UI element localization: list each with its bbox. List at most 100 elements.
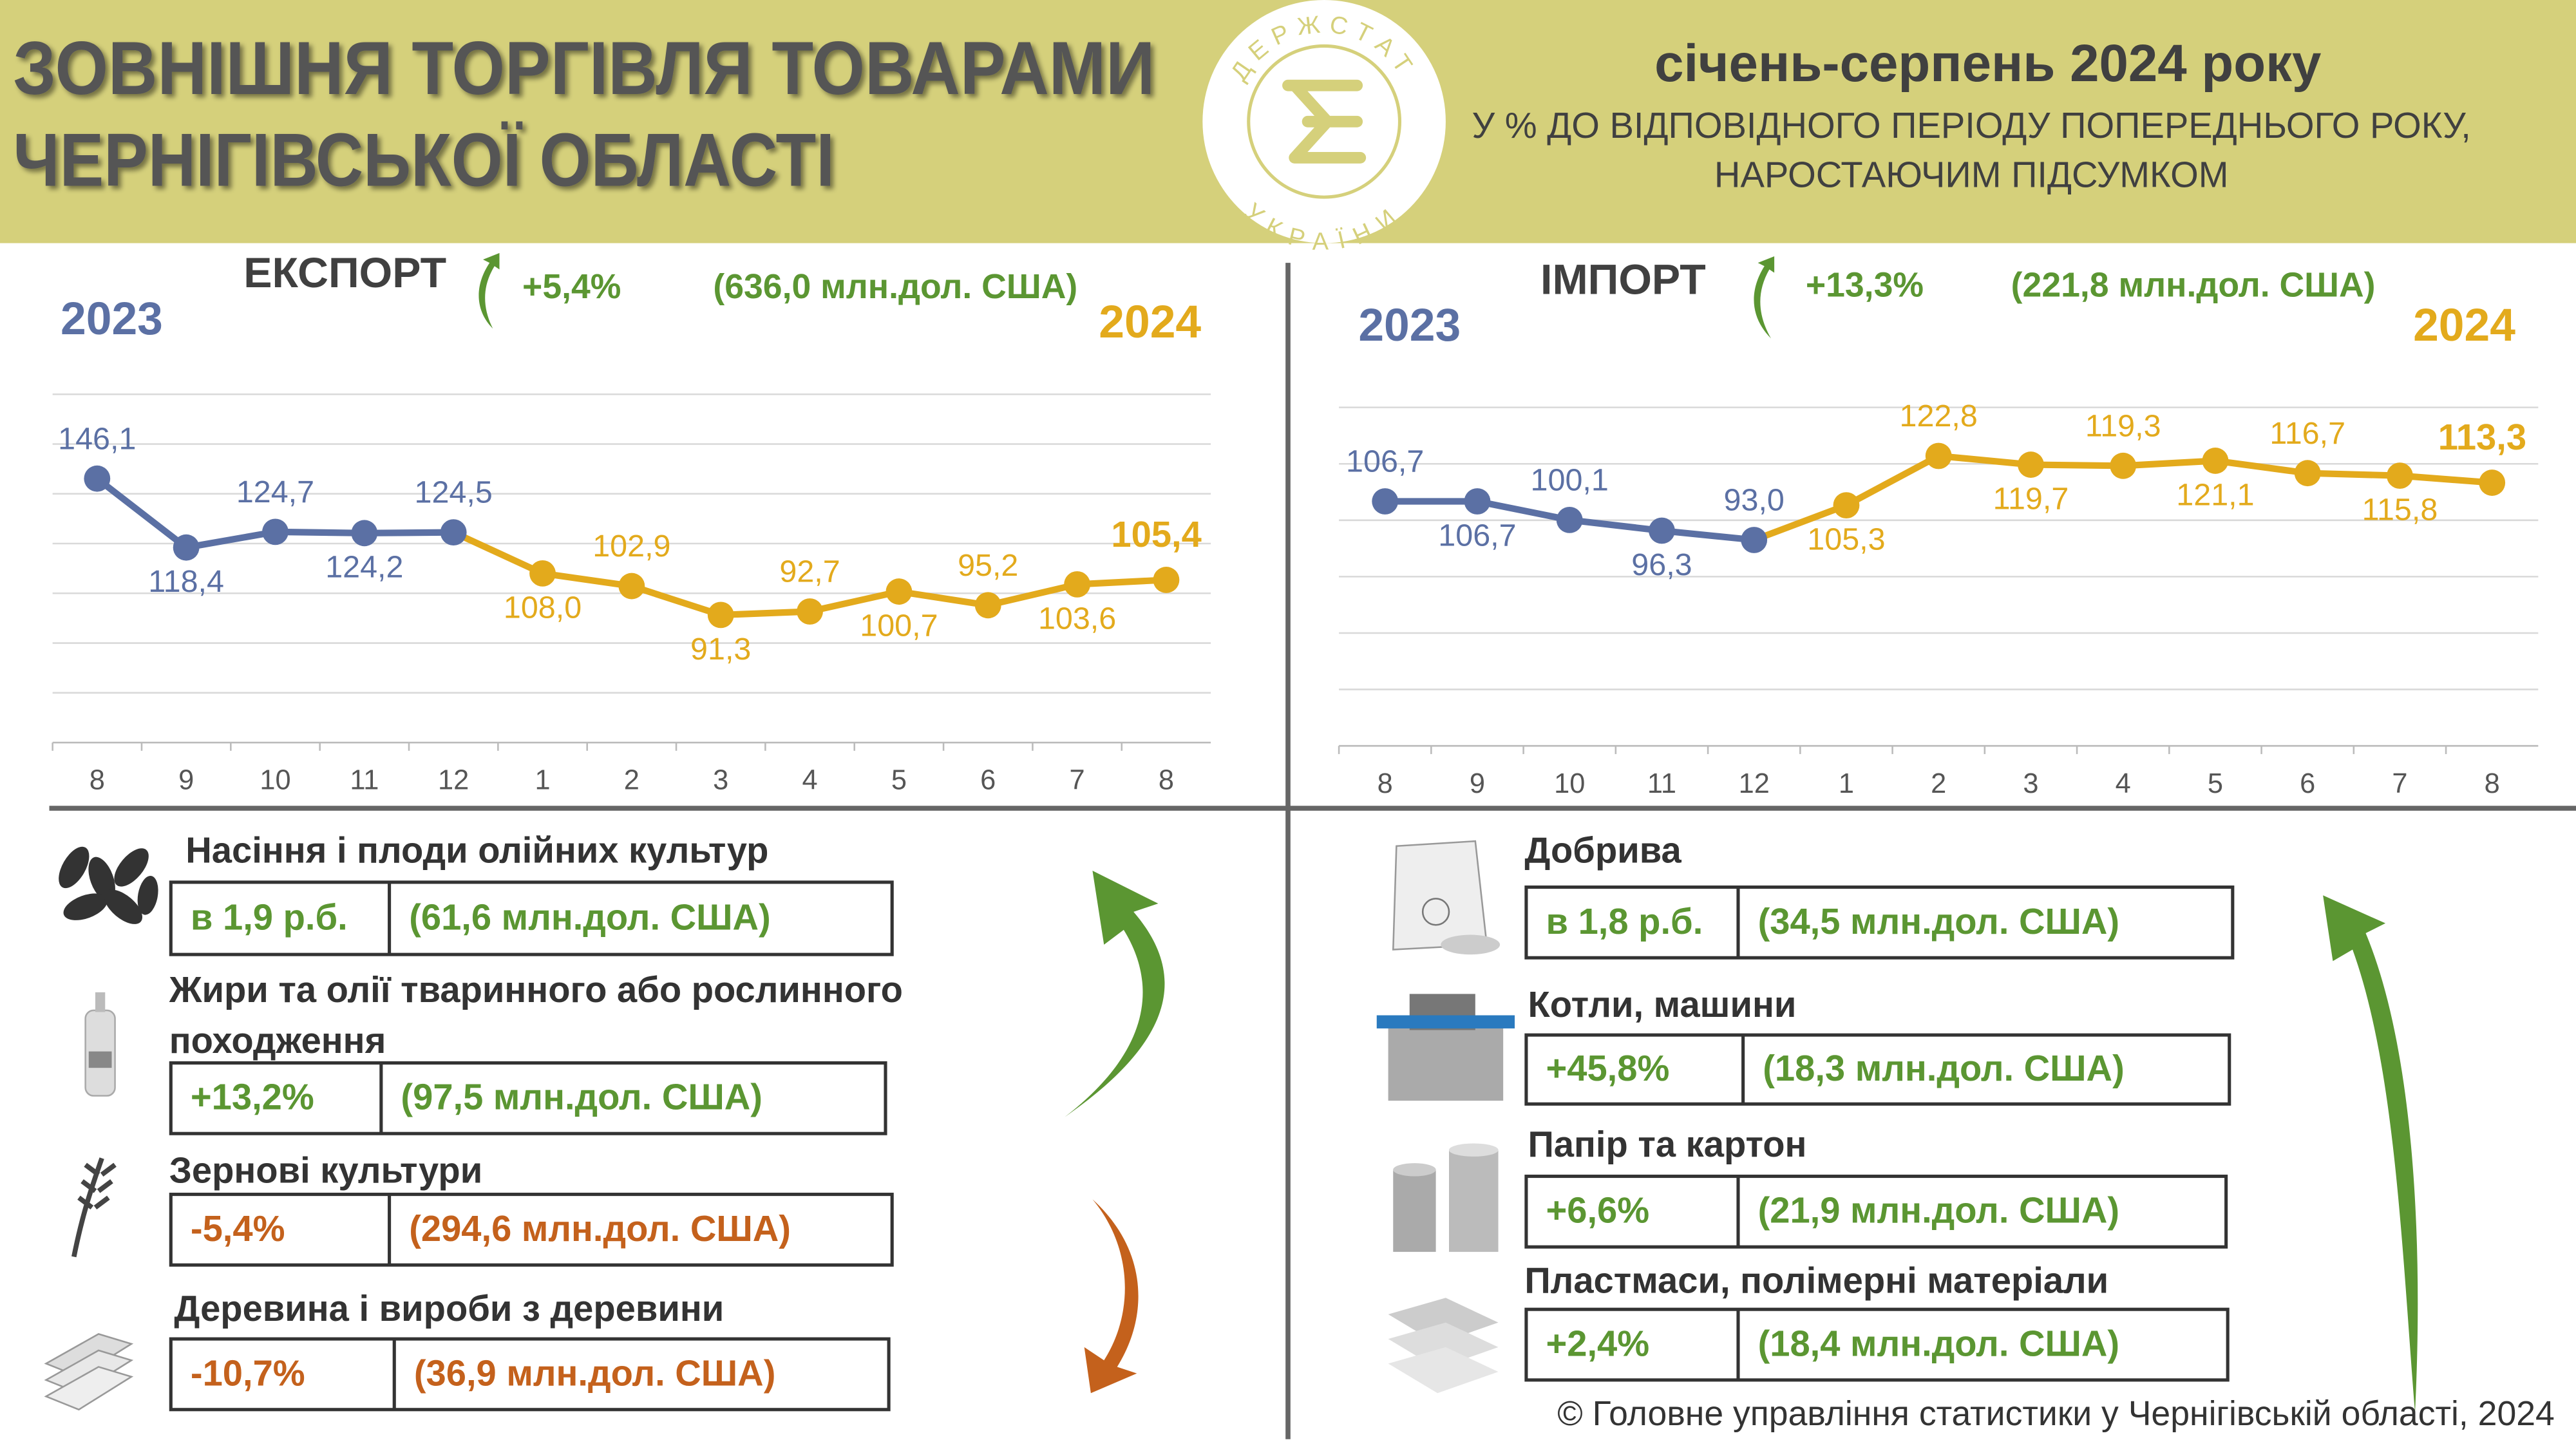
data-point <box>2479 469 2506 496</box>
icon-fertilizer <box>1392 840 1501 955</box>
data-point <box>797 598 823 625</box>
x-tick-label: 8 <box>90 765 105 796</box>
item-amount: (97,5 млн.дол. США) <box>401 1077 762 1117</box>
data-label: 106,7 <box>1438 518 1516 553</box>
title: ЧЕРНІГІВСЬКОЇ ОБЛАСТІ <box>13 118 835 202</box>
item-name: Пластмаси, полімерні матеріали <box>1524 1260 2109 1302</box>
x-tick-label: 10 <box>1554 768 1585 799</box>
data-label: 105,4 <box>1111 514 1201 554</box>
series-label: 2023 <box>61 293 163 345</box>
item-change: -5,4% <box>191 1208 285 1249</box>
x-tick-label: 6 <box>2300 768 2315 799</box>
data-point <box>1372 488 1399 515</box>
subtitle: У % ДО ВІДПОВІДНОГО ПЕРІОДУ ПОПЕРЕДНЬОГО… <box>1472 105 2471 146</box>
data-point <box>974 592 1001 619</box>
item-change: +13,2% <box>191 1077 314 1117</box>
data-label: 121,1 <box>2176 477 2254 512</box>
item-name: Жири та олії тваринного або рослинного п… <box>169 969 903 1061</box>
logo: ДЕРЖСТАТ УКРАЇНИ <box>1202 0 1446 256</box>
item-name: Насіння і плоди олійних культур <box>185 829 769 871</box>
item-name: Зернові культури <box>169 1150 483 1191</box>
x-tick-label: 10 <box>260 765 290 796</box>
series-label: 2024 <box>2413 299 2515 351</box>
data-label: 122,8 <box>1900 399 1978 433</box>
icon-machine <box>1376 994 1515 1101</box>
item-box <box>1524 1033 2231 1106</box>
arrow-icon <box>1754 256 1775 339</box>
data-point <box>440 519 467 546</box>
data-point <box>84 465 111 492</box>
item-change: в 1,8 р.б. <box>1546 901 1703 942</box>
x-tick-label: 1 <box>535 765 550 796</box>
data-label: 113,3 <box>2438 417 2526 457</box>
series-connector <box>452 529 544 577</box>
data-label: 119,3 <box>2085 408 2161 443</box>
data-point <box>1464 488 1491 515</box>
item-name-box: Пластмаси, полімерні матеріали <box>1524 1260 2109 1302</box>
data-point <box>1556 506 1583 533</box>
x-tick-label: 7 <box>1070 765 1085 796</box>
x-tick-label: 9 <box>178 765 194 796</box>
data-label: 100,7 <box>860 608 938 643</box>
icon-wheat <box>71 1157 117 1258</box>
x-tick-label: 2 <box>1931 768 1946 799</box>
data-label: 91,3 <box>690 632 751 667</box>
x-tick-label: 12 <box>1739 768 1770 799</box>
item-box <box>169 1061 887 1135</box>
x-tick-label: 9 <box>1470 768 1485 799</box>
data-point <box>529 560 556 587</box>
item-box <box>1524 886 2235 960</box>
data-point <box>2018 451 2044 478</box>
item-amount: (34,5 млн.дол. США) <box>1758 901 2120 942</box>
data-point <box>707 601 734 629</box>
data-label: 124,7 <box>236 475 314 509</box>
x-tick-label: 5 <box>891 765 907 796</box>
data-label: 119,7 <box>1993 481 2069 516</box>
item-box <box>169 1193 894 1267</box>
item-name-box: Насіння і плоди олійних культур <box>185 829 769 871</box>
data-point <box>1649 517 1675 544</box>
data-label: 146,1 <box>58 421 136 456</box>
data-point <box>1833 492 1860 519</box>
chart-title: ЕКСПОРТ <box>243 249 446 297</box>
item-amount: (61,6 млн.дол. США) <box>409 896 771 937</box>
x-tick-label: 6 <box>980 765 996 796</box>
data-label: 108,0 <box>504 590 582 625</box>
data-point <box>618 573 645 600</box>
data-label: 124,2 <box>325 550 403 585</box>
data-label: 124,5 <box>415 475 493 510</box>
data-label: 92,7 <box>779 554 840 589</box>
data-point <box>2202 448 2229 474</box>
data-label: 115,8 <box>2362 493 2438 527</box>
x-tick-label: 8 <box>1159 765 1174 796</box>
subtitle: НАРОСТАЮЧИМ ПІДСУМКОМ <box>1714 154 2229 194</box>
data-point <box>2387 462 2413 489</box>
chart-title: ІМПОРТ <box>1540 256 1706 303</box>
x-tick-label: 4 <box>2116 768 2131 799</box>
x-tick-label: 1 <box>1839 768 1854 799</box>
series-label: 2023 <box>1358 299 1461 351</box>
x-tick-label: 7 <box>2392 768 2407 799</box>
data-point <box>1925 442 1952 469</box>
x-tick-label: 11 <box>1647 768 1676 799</box>
item-amount: (18,4 млн.дол. США) <box>1758 1323 2120 1363</box>
item-name: Папір та картон <box>1528 1123 1807 1165</box>
item-amount: (18,3 млн.дол. США) <box>1763 1048 2125 1088</box>
data-point <box>886 578 913 605</box>
data-label: 96,3 <box>1631 547 1692 582</box>
x-tick-label: 12 <box>438 765 469 796</box>
item-name-box: Деревина і вироби з деревини <box>174 1288 724 1329</box>
item-box <box>1524 1174 2228 1249</box>
x-tick-label: 3 <box>713 765 728 796</box>
data-point <box>173 534 200 561</box>
data-point <box>351 520 378 547</box>
data-label: 103,6 <box>1038 601 1116 636</box>
item-box <box>169 880 894 956</box>
series-line <box>542 570 1167 618</box>
data-label: 106,7 <box>1346 444 1424 479</box>
item-name-box: Жири та олії тваринного або рослинного п… <box>169 969 903 1061</box>
data-label: 100,1 <box>1531 463 1609 498</box>
icon-wood <box>44 1333 134 1411</box>
chart-total: (636,0 млн.дол. США) <box>713 268 1077 306</box>
